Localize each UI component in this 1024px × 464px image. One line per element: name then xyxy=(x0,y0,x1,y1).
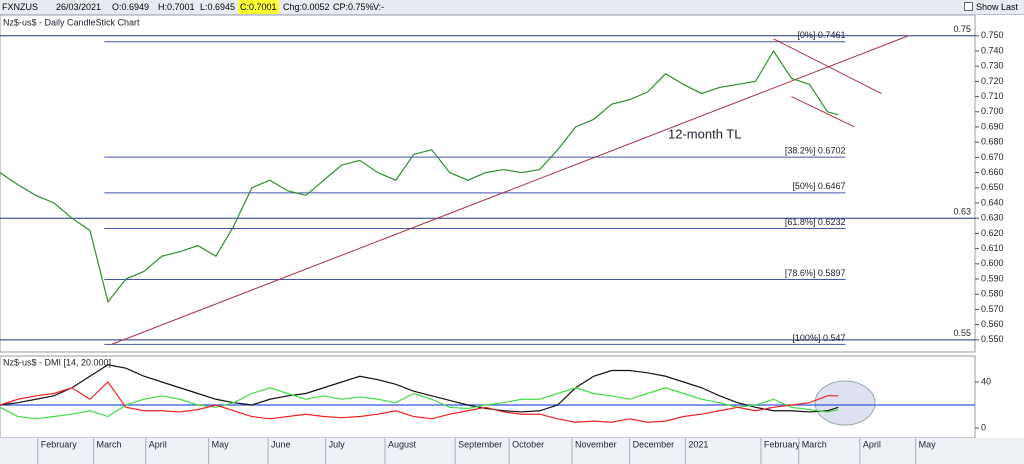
x-tick-label: April xyxy=(149,439,167,449)
x-tick-label: 2021 xyxy=(688,439,708,449)
fib-label: [78.6%] 0.5897 xyxy=(785,268,846,278)
price-panel xyxy=(0,15,976,353)
price-title: Nz$-us$ - Daily CandleStick Chart xyxy=(3,17,140,27)
x-tick-label: February xyxy=(41,439,78,449)
y-tick-label: 0.610 xyxy=(981,243,1004,253)
y-tick-label: 0.640 xyxy=(981,197,1004,207)
y-tick-label: 0.690 xyxy=(981,121,1004,131)
date: 26/03/2021 xyxy=(56,2,102,12)
y-tick-label: 0.700 xyxy=(981,106,1004,116)
level-label: 0.63 xyxy=(953,207,971,217)
trendline xyxy=(791,96,855,128)
y-tick-label: 0.750 xyxy=(981,30,1004,40)
y-tick-label: 0.660 xyxy=(981,167,1004,177)
x-tick-label: March xyxy=(97,439,122,449)
close: C:0.7001 xyxy=(238,0,279,14)
x-tick-label: February xyxy=(764,439,801,449)
show-last-label: Show Last xyxy=(975,2,1018,12)
price-line xyxy=(0,49,839,304)
x-tick-label: April xyxy=(863,439,881,449)
open: O:0.6949 xyxy=(112,2,150,12)
y-tick-label: 0.680 xyxy=(981,137,1004,147)
fib-label: [0%] 0.7461 xyxy=(797,30,845,40)
y-tick-label: 0.720 xyxy=(981,76,1004,86)
x-axis-bar xyxy=(0,438,1024,464)
y-tick-label: 0.550 xyxy=(981,334,1004,344)
x-tick-label: September xyxy=(458,439,502,449)
x-tick-label: December xyxy=(633,439,675,449)
x-tick-label: March xyxy=(802,439,827,449)
dmi-line xyxy=(0,364,839,413)
dmi-line xyxy=(0,387,839,420)
x-tick-label: June xyxy=(271,439,291,449)
y-tick-label: 0.580 xyxy=(981,289,1004,299)
y-tick-label: 0.590 xyxy=(981,273,1004,283)
fib-label: [38.2%] 0.6702 xyxy=(785,145,846,155)
x-tick-label: May xyxy=(212,439,230,449)
dmi-title: Nz$-us$ - DMI [14, 20.000] xyxy=(3,357,111,367)
symbol: FXNZUS xyxy=(2,2,38,12)
fib-label: [50%] 0.6467 xyxy=(792,181,845,191)
annotation: 12-month TL xyxy=(668,126,741,141)
y-tick-label: 0.620 xyxy=(981,228,1004,238)
y-tick-label: 0.740 xyxy=(981,45,1004,55)
level-label: 0.55 xyxy=(953,328,971,338)
y-tick-label: 40 xyxy=(981,376,991,386)
x-tick-label: August xyxy=(388,439,417,449)
x-tick-label: July xyxy=(329,439,346,449)
y-tick-label: 0.710 xyxy=(981,91,1004,101)
y-tick-label: 0.650 xyxy=(981,182,1004,192)
x-tick-label: October xyxy=(512,439,544,449)
header-bar: FXNZUS 26/03/2021 O:0.6949 H:0.7001 L:0.… xyxy=(0,0,1024,15)
highlight-ellipse xyxy=(814,380,876,426)
x-tick-label: May xyxy=(919,439,937,449)
change-percent: CP:0.75% xyxy=(333,2,374,12)
trendline xyxy=(111,35,909,345)
fib-label: [100%] 0.547 xyxy=(792,333,845,343)
change: Chg:0.0052 xyxy=(283,2,330,12)
y-tick-label: 0.730 xyxy=(981,61,1004,71)
level-label: 0.75 xyxy=(953,24,971,34)
y-tick-label: 0.670 xyxy=(981,152,1004,162)
y-tick-label: 0.560 xyxy=(981,319,1004,329)
dmi-panel xyxy=(0,355,976,439)
y-tick-label: 0.600 xyxy=(981,258,1004,268)
trendline xyxy=(773,38,882,94)
y-tick-label: 0 xyxy=(981,422,986,432)
high: H:0.7001 xyxy=(158,2,195,12)
show-last-checkbox[interactable]: Show Last xyxy=(963,0,1018,14)
x-tick-label: November xyxy=(575,439,617,449)
volume: V:- xyxy=(373,2,385,12)
low: L:0.6945 xyxy=(200,2,236,12)
dmi-line xyxy=(0,381,839,423)
y-tick-label: 0.630 xyxy=(981,213,1004,223)
y-tick-label: 0.570 xyxy=(981,304,1004,314)
fib-label: [61.8%] 0.6232 xyxy=(785,217,846,227)
chart: Nz$-us$ - Daily CandleStick Chart Nz$-us… xyxy=(0,15,1024,464)
